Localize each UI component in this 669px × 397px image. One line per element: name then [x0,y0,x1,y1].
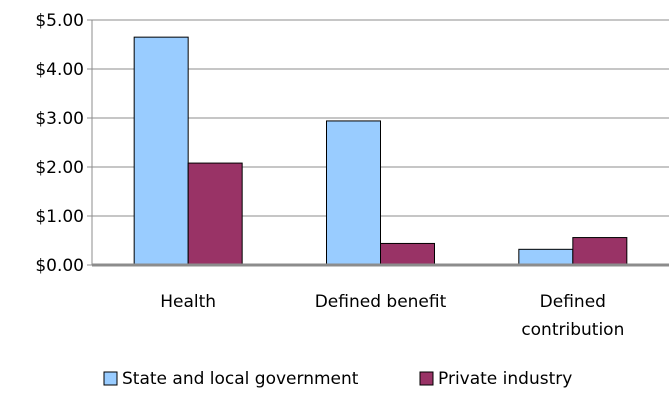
y-tick-label: $0.00 [35,256,84,276]
bar-state-local [518,248,574,266]
y-tick-label: $3.00 [35,109,84,129]
y-tick-label: $5.00 [35,11,84,31]
y-axis-tick-labels: $0.00 $1.00 $2.00 $3.00 $4.00 $5.00 [35,11,84,276]
x-category-label: contribution [521,320,624,340]
bar-state-local [326,120,381,266]
bars [133,36,628,266]
y-tick-label: $4.00 [35,60,84,80]
y-tick-label: $2.00 [35,158,84,178]
legend-label: State and local government [122,369,359,389]
y-tick-label: $1.00 [35,207,84,227]
legend-swatch [419,371,434,386]
bar-private-industry [572,237,628,266]
bar-private-industry [187,162,243,266]
bar-state-local [133,36,189,266]
bar-private-industry [380,242,435,266]
axes [87,19,669,267]
x-axis-category-labels: Health Defined benefit Defined contribution [160,292,624,340]
legend-swatch [103,371,118,386]
x-category-label: Defined [540,292,606,312]
legend: State and local government Private indust… [103,369,572,389]
x-category-label: Defined benefit [315,292,447,312]
x-category-label: Health [160,292,216,312]
legend-label: Private industry [438,369,572,389]
